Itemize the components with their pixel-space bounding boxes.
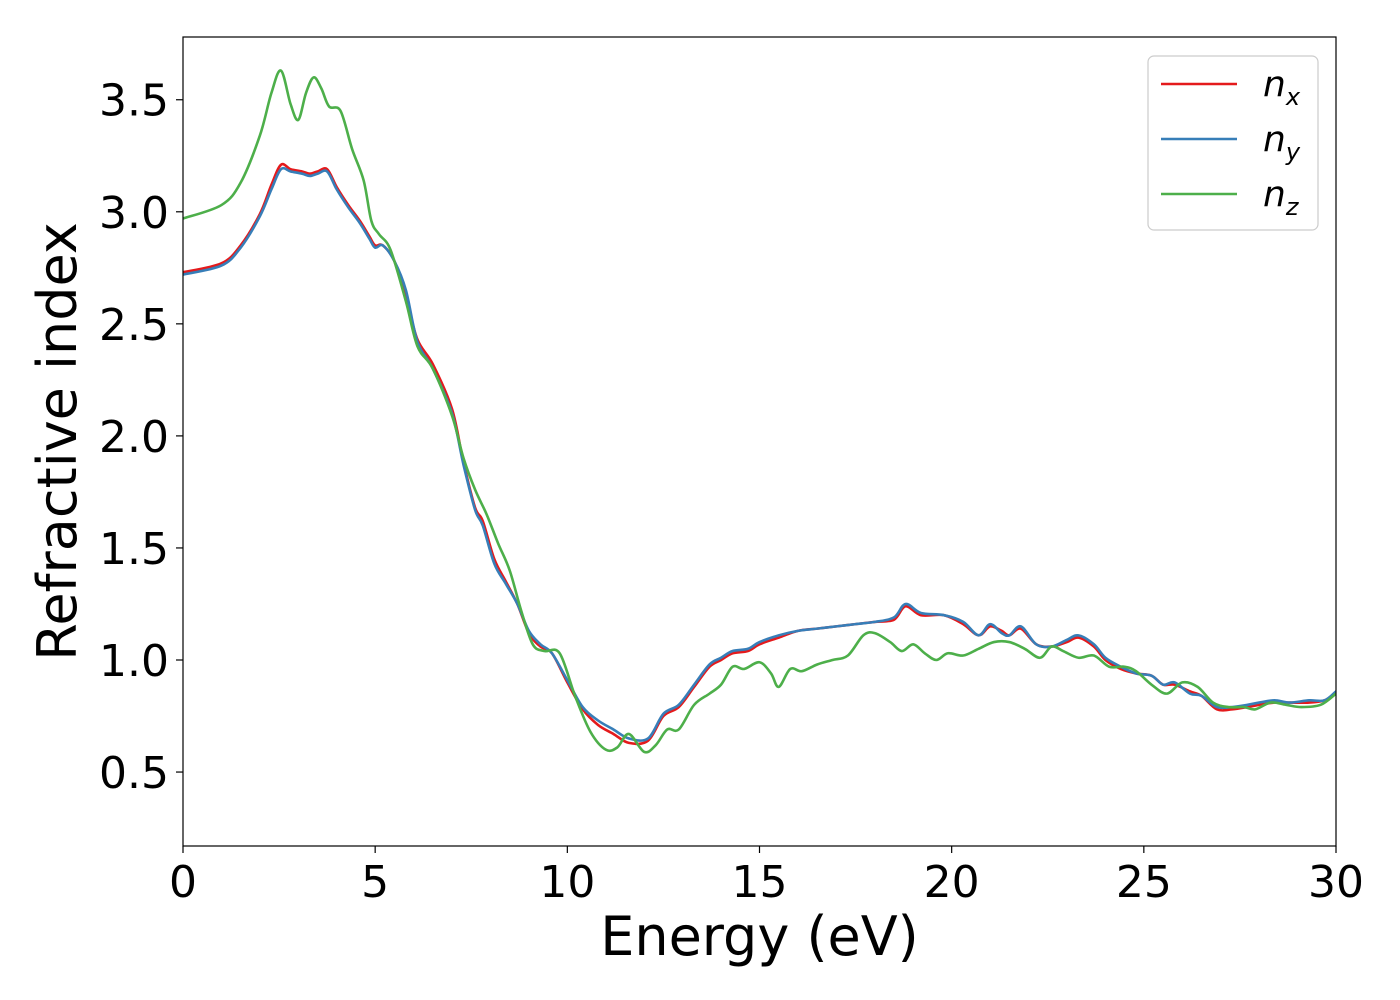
series-line-nz	[183, 69, 1336, 754]
x-axis-title: Energy (eV)	[600, 905, 919, 968]
y-tick-label: 1.0	[99, 636, 169, 687]
y-tick-label: 2.5	[99, 300, 169, 351]
y-tick-label: 1.5	[99, 524, 169, 575]
x-tick-label: 20	[924, 857, 980, 908]
x-tick-label: 15	[732, 857, 788, 908]
series-line-nx	[183, 162, 1336, 746]
y-axis-title: Refractive index	[26, 222, 89, 661]
y-axis-ticks: 0.5 1.0 1.5 2.0 2.5 3.0 3.5	[99, 76, 183, 799]
x-tick-label: 10	[539, 857, 595, 908]
series-line-ny	[183, 166, 1336, 742]
y-tick-label: 0.5	[99, 748, 169, 799]
x-tick-label: 30	[1308, 857, 1364, 908]
series-layer	[183, 69, 1336, 754]
x-tick-label: 0	[169, 857, 197, 908]
y-tick-label: 3.0	[99, 188, 169, 239]
y-tick-label: 2.0	[99, 412, 169, 463]
x-tick-label: 5	[361, 857, 389, 908]
legend-label-nz: nz	[1263, 174, 1300, 221]
x-axis-ticks: 0 5 10 15 20 25 30	[169, 846, 1364, 908]
y-tick-label: 3.5	[99, 76, 169, 127]
x-tick-label: 25	[1116, 857, 1172, 908]
legend-box	[1147, 55, 1319, 231]
